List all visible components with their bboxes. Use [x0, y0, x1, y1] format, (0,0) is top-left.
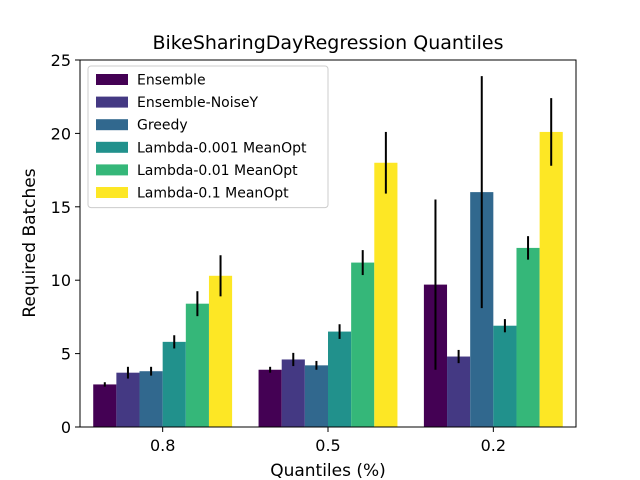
y-tick-label-4: 20	[51, 124, 71, 143]
x-axis: 0.8 0.5 0.2	[150, 427, 506, 455]
y-axis-label: Required Batches	[20, 168, 40, 317]
legend-swatch-ensemble-noisey	[96, 96, 128, 108]
bar-lambda-0-001-meanopt-0.2	[493, 325, 517, 427]
legend-label-lambda-0-001-meanopt: Lambda-0.001 MeanOpt	[137, 140, 307, 156]
bar-ensemble-0.8	[93, 384, 117, 427]
legend-label-greedy: Greedy	[137, 118, 188, 134]
bars-layer	[93, 131, 563, 427]
legend-swatch-lambda-0-01-meanopt	[96, 164, 128, 176]
legend-swatch-ensemble	[96, 74, 128, 85]
chart-title: BikeSharingDayRegression Quantiles	[152, 32, 503, 54]
y-tick-label-1: 5	[61, 345, 71, 364]
legend: Ensemble Ensemble-NoiseY Greedy Lambda-0.00…	[87, 65, 329, 209]
bar-ensemble-0.5	[258, 369, 282, 427]
legend-swatch-lambda-0-1-meanopt	[96, 187, 128, 198]
y-tick-label-2: 10	[51, 271, 71, 290]
x-tick-label-2: 0.2	[481, 436, 506, 455]
x-axis-label: Quantiles (%)	[270, 461, 386, 480]
bar-lambda-0-1-meanopt-0.5	[374, 162, 398, 427]
error-bars-layer	[103, 76, 553, 387]
y-axis: 0 5 10 15 20 25	[51, 51, 80, 437]
x-tick-label-0: 0.8	[150, 436, 175, 455]
bar-ensemble-noisey-0.8	[116, 372, 140, 427]
legend-label-lambda-0-1-meanopt: Lambda-0.1 MeanOpt	[137, 186, 289, 202]
legend-label-ensemble: Ensemble	[137, 73, 206, 89]
bar-lambda-0-1-meanopt-0.2	[539, 131, 563, 427]
x-tick-label-1: 0.5	[315, 436, 340, 455]
legend-label-lambda-0-01-meanopt: Lambda-0.01 MeanOpt	[137, 163, 298, 179]
legend-swatch-greedy	[96, 119, 128, 131]
bar-lambda-0-01-meanopt-0.2	[516, 247, 540, 427]
bar-greedy-0.5	[304, 365, 328, 427]
y-tick-label-0: 0	[61, 418, 71, 437]
bar-greedy-0.8	[139, 371, 163, 427]
bar-ensemble-noisey-0.2	[447, 356, 471, 427]
bar-lambda-0-1-meanopt-0.8	[208, 275, 233, 427]
legend-box	[87, 65, 329, 209]
bar-lambda-0-001-meanopt-0.5	[328, 331, 352, 427]
legend-swatch-lambda-0-001-meanopt	[96, 141, 128, 153]
bar-lambda-0-01-meanopt-0.8	[185, 303, 209, 427]
bar-greedy-0.2	[470, 192, 494, 427]
y-tick-label-5: 25	[51, 51, 71, 70]
bar-ensemble-noisey-0.5	[281, 359, 305, 427]
legend-label-ensemble-noisey: Ensemble-NoiseY	[137, 95, 259, 111]
y-tick-label-3: 15	[51, 198, 71, 217]
bar-lambda-0-001-meanopt-0.8	[162, 341, 186, 427]
bar-lambda-0-01-meanopt-0.5	[351, 262, 375, 427]
